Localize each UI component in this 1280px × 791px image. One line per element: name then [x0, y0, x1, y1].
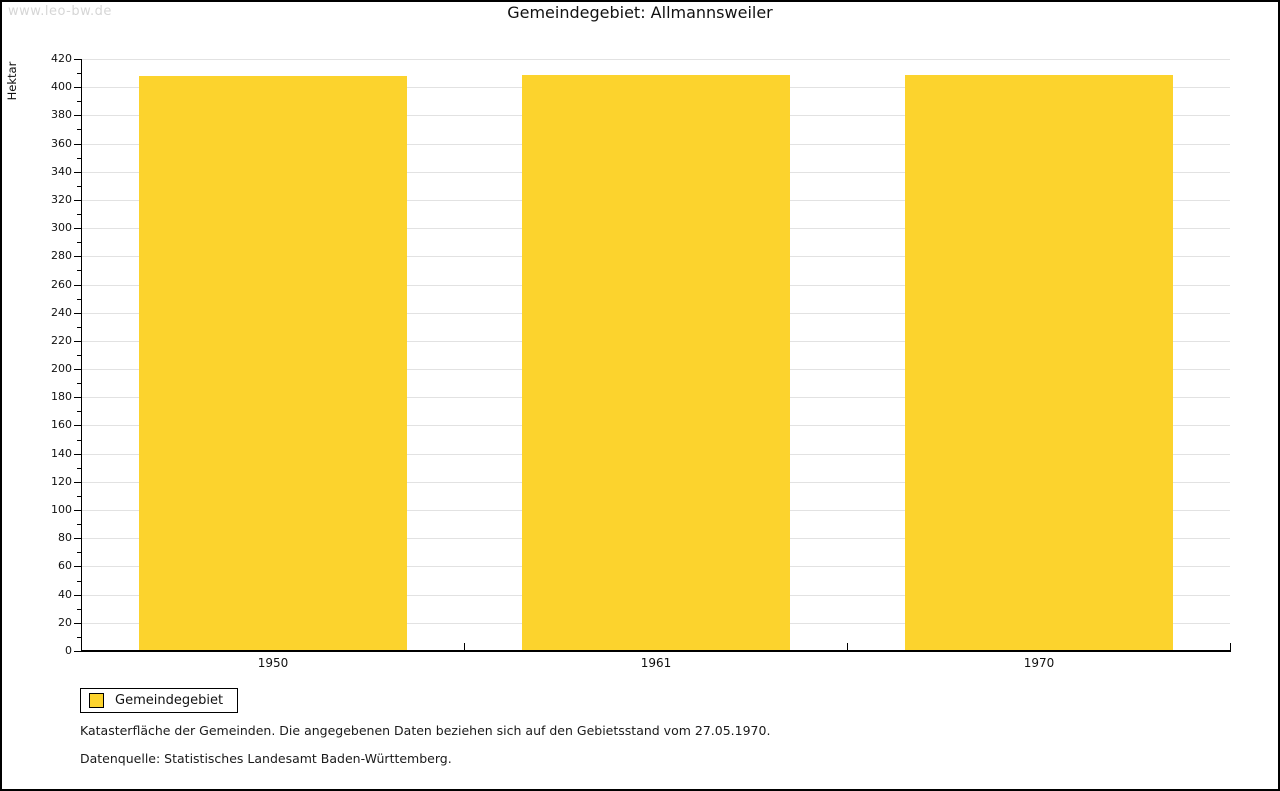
y-minor-tick: [77, 355, 81, 356]
y-major-tick: [74, 115, 81, 116]
y-minor-tick: [77, 270, 81, 271]
y-major-tick: [74, 59, 81, 60]
y-major-tick: [74, 651, 81, 652]
bar: [139, 76, 407, 651]
y-minor-tick: [77, 552, 81, 553]
y-minor-tick: [77, 496, 81, 497]
y-tick-label: 300: [51, 221, 72, 234]
y-tick-label: 120: [51, 475, 72, 488]
y-tick-label: 0: [65, 644, 72, 657]
category-boundary-tick: [464, 643, 465, 650]
y-minor-tick: [77, 186, 81, 187]
gridline: [82, 59, 1230, 60]
y-major-tick: [74, 425, 81, 426]
y-minor-tick: [77, 214, 81, 215]
chart-title: Gemeindegebiet: Allmannsweiler: [507, 3, 773, 22]
y-major-tick: [74, 538, 81, 539]
x-axis-end-tick: [1230, 643, 1231, 650]
y-tick-label: 360: [51, 137, 72, 150]
category-boundary-tick: [847, 643, 848, 650]
y-major-tick: [74, 228, 81, 229]
y-tick-label: 100: [51, 503, 72, 516]
y-minor-tick: [77, 242, 81, 243]
y-minor-tick: [77, 73, 81, 74]
y-minor-tick: [77, 101, 81, 102]
y-tick-label: 420: [51, 52, 72, 65]
y-axis-line: [81, 59, 82, 651]
y-minor-tick: [77, 327, 81, 328]
y-major-tick: [74, 341, 81, 342]
y-major-tick: [74, 144, 81, 145]
y-tick-label: 200: [51, 362, 72, 375]
y-major-tick: [74, 200, 81, 201]
x-tick-label: 1961: [640, 656, 672, 670]
y-tick-label: 80: [58, 531, 72, 544]
y-minor-tick: [77, 411, 81, 412]
y-major-tick: [74, 566, 81, 567]
x-tick-label: 1950: [257, 656, 289, 670]
y-tick-label: 400: [51, 80, 72, 93]
y-tick-label: 180: [51, 390, 72, 403]
watermark: www.leo-bw.de: [8, 4, 112, 19]
y-tick-label: 160: [51, 418, 72, 431]
x-axis-line: [81, 650, 1231, 652]
y-tick-label: 340: [51, 165, 72, 178]
y-major-tick: [74, 454, 81, 455]
y-tick-label: 320: [51, 193, 72, 206]
bar: [522, 75, 790, 651]
y-minor-tick: [77, 440, 81, 441]
y-major-tick: [74, 482, 81, 483]
y-minor-tick: [77, 609, 81, 610]
y-minor-tick: [77, 158, 81, 159]
y-tick-label: 60: [58, 559, 72, 572]
y-tick-label: 140: [51, 447, 72, 460]
y-tick-label: 240: [51, 306, 72, 319]
y-major-tick: [74, 313, 81, 314]
y-tick-label: 260: [51, 278, 72, 291]
y-major-tick: [74, 87, 81, 88]
y-minor-tick: [77, 299, 81, 300]
bar: [905, 75, 1173, 651]
y-major-tick: [74, 172, 81, 173]
y-tick-label: 380: [51, 108, 72, 121]
y-minor-tick: [77, 468, 81, 469]
y-tick-label: 280: [51, 249, 72, 262]
x-tick-label: 1970: [1023, 656, 1055, 670]
legend-color-swatch: [89, 693, 104, 708]
footnote-source-note: Katasterfläche der Gemeinden. Die angege…: [80, 723, 771, 738]
y-minor-tick: [77, 129, 81, 130]
y-major-tick: [74, 256, 81, 257]
footnote-data-source: Datenquelle: Statistisches Landesamt Bad…: [80, 751, 452, 766]
y-major-tick: [74, 623, 81, 624]
y-minor-tick: [77, 637, 81, 638]
y-tick-label: 40: [58, 588, 72, 601]
y-minor-tick: [77, 581, 81, 582]
y-major-tick: [74, 510, 81, 511]
y-tick-label: 20: [58, 616, 72, 629]
y-minor-tick: [77, 383, 81, 384]
y-major-tick: [74, 397, 81, 398]
y-major-tick: [74, 369, 81, 370]
y-tick-label: 220: [51, 334, 72, 347]
y-major-tick: [74, 595, 81, 596]
legend-box: Gemeindegebiet: [80, 688, 239, 713]
legend-label: Gemeindegebiet: [115, 693, 224, 708]
y-minor-tick: [77, 524, 81, 525]
y-major-tick: [74, 285, 81, 286]
